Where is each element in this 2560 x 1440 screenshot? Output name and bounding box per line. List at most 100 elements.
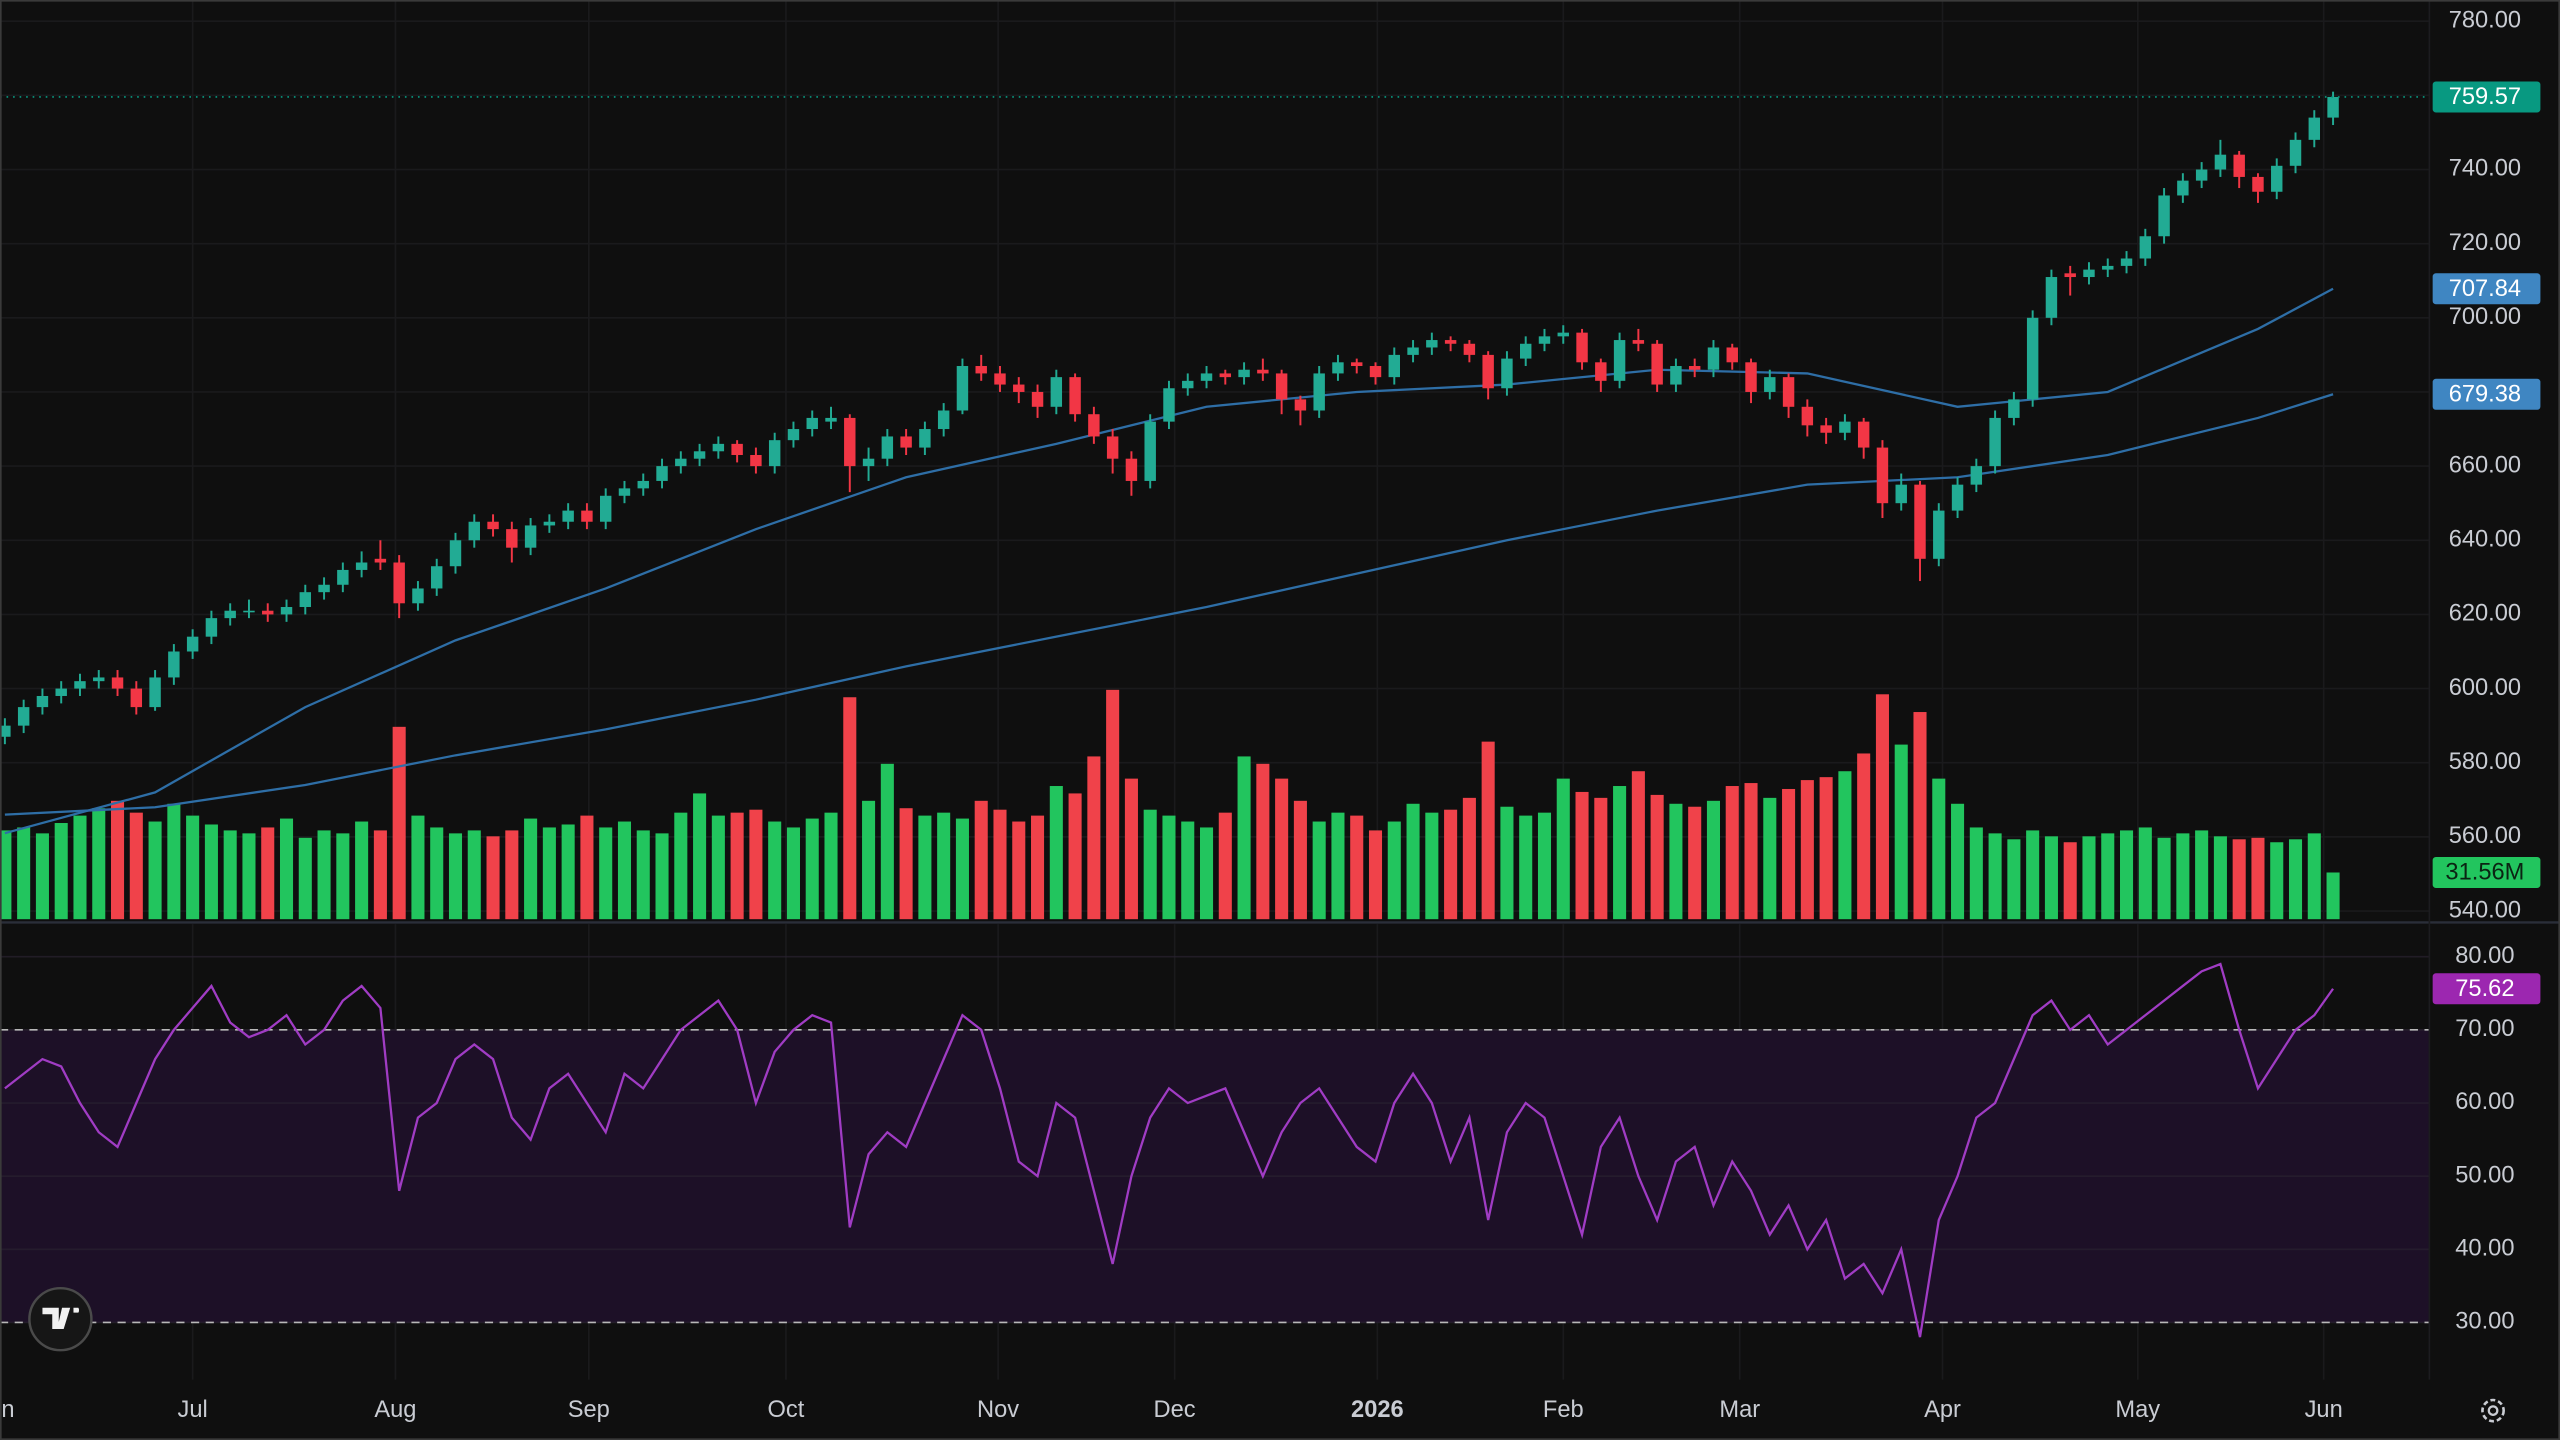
last-price-label-box <box>2432 81 2541 113</box>
volume-bar <box>2063 842 2077 920</box>
volume-bar <box>1312 821 1326 920</box>
volume-bar <box>223 830 237 920</box>
volume-bar <box>749 809 763 920</box>
volume-bar <box>1237 756 1251 920</box>
x-tick-label: Nov <box>977 1397 1019 1423</box>
candle-body <box>1519 343 1532 359</box>
volume-bar <box>786 827 800 920</box>
volume-bar <box>186 815 200 920</box>
volume-bar <box>843 697 857 920</box>
volume-bar <box>1763 797 1777 920</box>
volume-bar <box>674 812 688 920</box>
candle-body <box>581 510 593 522</box>
candle-body <box>1163 388 1175 422</box>
volume-bar <box>1368 830 1383 920</box>
candle-body <box>637 480 649 489</box>
volume-bar <box>1425 812 1439 920</box>
volume-bar <box>17 827 31 920</box>
volume-bar <box>899 808 913 920</box>
volume-bar <box>1969 827 1983 920</box>
volume-bar <box>1481 741 1495 920</box>
candle-body <box>17 707 30 726</box>
tradingview-logo[interactable] <box>28 1286 93 1352</box>
candle-body <box>1895 484 1907 504</box>
volume-bar <box>129 812 143 920</box>
axis-layer: Jun Jul Aug Sep Oct Nov Dec 2026 Feb Mar Apr May Jun… <box>0 7 2541 1423</box>
candle-body <box>2214 154 2227 170</box>
candle-body <box>1670 366 1682 385</box>
candle-body <box>280 607 293 615</box>
y-tick-label: 720.00 <box>2449 230 2521 256</box>
settings-button[interactable] <box>2481 1398 2505 1423</box>
y-tick-label: 600.00 <box>2449 675 2521 701</box>
volume-bar <box>711 815 725 920</box>
candle-body <box>449 540 462 567</box>
candle-body <box>186 636 199 652</box>
candle-body <box>1369 366 1382 378</box>
volume-bar <box>561 824 575 920</box>
volume-bar <box>2251 837 2265 920</box>
candle-body <box>205 618 218 637</box>
volume-bar <box>2082 836 2096 920</box>
candle-body <box>1069 377 1081 415</box>
volume-bar <box>2288 839 2303 920</box>
candle-body <box>1275 373 1288 400</box>
volume-bar <box>1124 778 1138 920</box>
candle-body <box>750 454 762 467</box>
volume-bar <box>373 830 387 920</box>
candle-body <box>862 458 875 467</box>
candle-body <box>0 725 11 737</box>
candle-body <box>1745 362 1757 392</box>
volume-bar <box>242 833 256 920</box>
candle-body <box>844 417 856 467</box>
volume-bar <box>655 833 669 920</box>
candle-body <box>2083 269 2095 278</box>
candle-body <box>956 366 969 411</box>
candle-body <box>1707 347 1720 370</box>
candle-body <box>618 488 631 496</box>
volume-bar <box>1782 788 1796 920</box>
candle-body <box>1313 373 1325 411</box>
volume-bar <box>1256 763 1270 920</box>
candle-body <box>543 521 556 526</box>
candle-body <box>111 677 124 689</box>
candle-body <box>243 610 255 613</box>
volume-bar <box>636 830 650 920</box>
x-tick-label: Dec <box>1154 1397 1196 1423</box>
volume-bar <box>1932 778 1946 920</box>
candle-body <box>1951 484 1964 511</box>
volume-bar <box>279 818 294 920</box>
volume-bar <box>1519 815 1533 920</box>
candle-body <box>2158 195 2170 237</box>
candle-body <box>355 562 368 570</box>
candle-body <box>1482 354 1494 389</box>
last-price-label-text: 759.57 <box>2449 84 2521 110</box>
x-tick-label: Aug <box>374 1397 416 1423</box>
moving-average-line <box>4 287 2334 835</box>
volume-bar <box>1012 821 1026 920</box>
volume-bar <box>524 818 538 920</box>
volume-bar <box>1706 800 1721 920</box>
candle-body <box>937 410 950 430</box>
candle-body <box>1688 366 1701 370</box>
candle-body <box>1557 332 1569 337</box>
volume-bar <box>1537 812 1552 920</box>
candle-body <box>1351 362 1363 367</box>
candle-body <box>1013 384 1025 392</box>
candle-body <box>2195 169 2208 181</box>
y-tick-label: 540.00 <box>2449 897 2521 923</box>
volume-bar <box>0 830 12 920</box>
volume-bar <box>204 824 218 920</box>
candle-body <box>412 588 424 604</box>
candle-body <box>431 566 443 589</box>
x-tick-label: Feb <box>1543 1397 1584 1423</box>
volume-bar <box>1406 803 1420 920</box>
y-tick-label: 80.00 <box>2455 943 2514 969</box>
volume-bar <box>1556 778 1570 920</box>
volume-bar <box>2195 830 2209 920</box>
volume-bar <box>2007 839 2021 920</box>
volume-bar <box>1068 793 1082 920</box>
candle-body <box>675 458 687 467</box>
candle-body <box>787 429 800 441</box>
